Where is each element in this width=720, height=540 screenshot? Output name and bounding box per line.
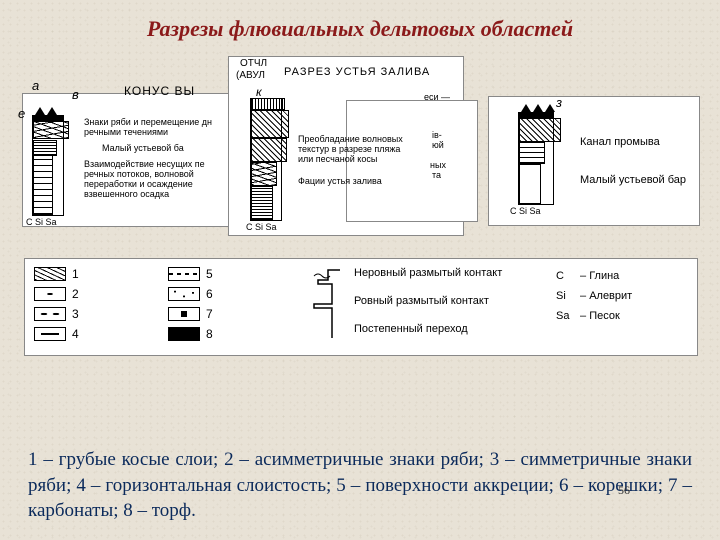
l-t6: переработки и осаждение [84, 179, 193, 189]
legend-item-1: 1 [34, 264, 79, 284]
swatch-2 [34, 287, 66, 301]
caption-text: 1 – грубые косые слои; 2 – асимметричные… [28, 447, 692, 524]
grain-sym-sa: Sa [556, 310, 580, 322]
l-t5: речных потоков, волновой [84, 169, 194, 179]
m-r1: ів- [432, 130, 442, 140]
legend-left: 1 2 3 4 [34, 264, 79, 344]
letter-z: з [556, 96, 562, 111]
grain-sym-si: Si [556, 290, 580, 302]
m-b1: Преобладание волновых [298, 134, 403, 144]
diagram-left: а в е КОНУС ВЫ C Si Sa Знаки ряби и пере… [24, 93, 234, 233]
grain-txt-c: Глина [589, 270, 619, 282]
grain-txt-sa: Песок [589, 310, 620, 322]
diagram-middle: ОТЧЛ (АВУЛ РАЗРЕЗ УСТЬЯ ЗАЛИВА к еси — C… [232, 56, 472, 236]
page-number: 56 [618, 483, 630, 498]
strat-column-middle [250, 98, 282, 221]
grain-sym-c: C [556, 270, 580, 282]
legend-item-8: 8 [168, 324, 213, 344]
legend-num-2: 2 [72, 287, 79, 301]
r-t2: Малый устьевой бар [580, 174, 686, 187]
l-t3: Малый устьевой ба [102, 143, 184, 153]
m-b4: Фации устья залива [298, 176, 382, 186]
contact-profile-icon [308, 266, 346, 344]
diagram-right: з C Si Sa Канал промыва Малый устьевой б… [490, 96, 698, 226]
legend-item-6: 6 [168, 284, 213, 304]
l-t7: взвешенного осадка [84, 189, 169, 199]
axis-left: C Si Sa [26, 217, 57, 227]
legend-item-4: 4 [34, 324, 79, 344]
contact-3: Постепенный переход [354, 320, 502, 338]
grain-sa: Sa– Песок [556, 306, 632, 326]
contact-1: Неровный размытый контакт [354, 264, 502, 282]
grain-si: Si– Алеврит [556, 286, 632, 306]
grain-c: C– Глина [556, 266, 632, 286]
swatch-8 [168, 327, 200, 341]
swatch-5 [168, 267, 200, 281]
axis-right: C Si Sa [510, 206, 541, 216]
m-r3: ных [430, 160, 446, 170]
l-t4: Взаимодействие несущих пе [84, 159, 205, 169]
legend-grain: C– Глина Si– Алеврит Sa– Песок [556, 266, 632, 326]
legend-item-5: 5 [168, 264, 213, 284]
page-title: Разрезы флювиальных дельтовых областей [0, 16, 720, 42]
l-t2: речными течениями [84, 127, 168, 137]
legend-item-7: 7 [168, 304, 213, 324]
legend-num-3: 3 [72, 307, 79, 321]
legend-item-3: 3 [34, 304, 79, 324]
l-t1: Знаки ряби и перемещение дн [84, 117, 212, 127]
swatch-3 [34, 307, 66, 321]
letter-a: а [32, 79, 39, 94]
strat-column-right [518, 112, 554, 205]
m-loci: еси — [424, 92, 450, 102]
left-biglabel: КОНУС ВЫ [124, 85, 195, 99]
letter-v: в [72, 88, 79, 103]
m-r2: юй [432, 140, 444, 150]
legend-contacts: Неровный размытый контакт Ровный размыты… [310, 264, 502, 338]
legend-num-7: 7 [206, 307, 213, 321]
legend-num-1: 1 [72, 267, 79, 281]
legend-num-8: 8 [206, 327, 213, 341]
letter-e: е [18, 107, 25, 122]
legend-num-4: 4 [72, 327, 79, 341]
swatch-1 [34, 267, 66, 281]
swatch-4 [34, 327, 66, 341]
legend-num-5: 5 [206, 267, 213, 281]
m-r4: та [432, 170, 441, 180]
r-t1: Канал промыва [580, 136, 660, 149]
swatch-7 [168, 307, 200, 321]
legend-item-2: 2 [34, 284, 79, 304]
m-b2: текстур в разрезе пляжа [298, 144, 400, 154]
m-top2: (АВУЛ [236, 70, 265, 82]
m-top1: ОТЧЛ [240, 58, 267, 70]
contact-2: Ровный размытый контакт [354, 292, 502, 310]
legend-mid: 5 6 7 8 [168, 264, 213, 344]
swatch-6 [168, 287, 200, 301]
legend-num-6: 6 [206, 287, 213, 301]
m-b3: или песчаной косы [298, 154, 377, 164]
axis-mid: C Si Sa [246, 222, 277, 232]
grain-txt-si: Алеврит [589, 290, 632, 302]
strat-column-left [32, 115, 64, 216]
m-head: РАЗРЕЗ УСТЬЯ ЗАЛИВА [284, 66, 430, 79]
